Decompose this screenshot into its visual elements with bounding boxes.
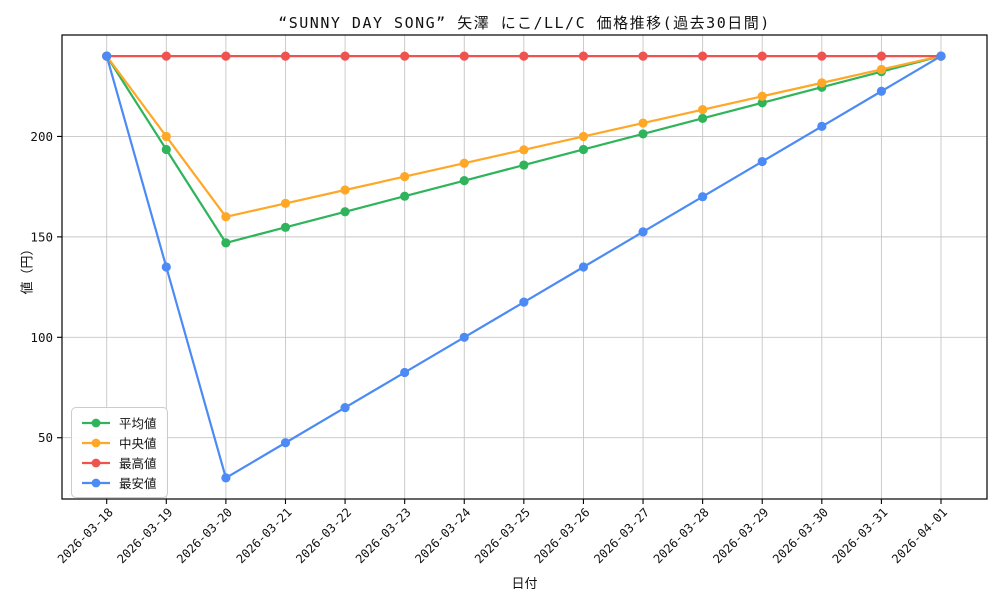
x-tick-label: 2026-03-23 xyxy=(353,505,414,566)
series-marker xyxy=(280,51,291,61)
series-marker xyxy=(578,262,589,272)
y-tick-label: 150 xyxy=(30,229,53,244)
legend: 平均値 中央値 最高値 最安値 xyxy=(71,407,168,498)
series-marker xyxy=(757,91,767,101)
series-marker xyxy=(459,51,469,61)
series-marker xyxy=(221,212,231,222)
series-marker xyxy=(519,160,529,170)
x-tick-label: 2026-03-30 xyxy=(770,505,831,566)
chart-title: “SUNNY DAY SONG” 矢澤 にこ/LL/C 価格推移(過去30日間) xyxy=(278,14,771,32)
series-marker xyxy=(578,144,589,155)
x-tick-label: 2026-03-18 xyxy=(55,505,116,566)
legend-item: 最安値 xyxy=(80,474,157,491)
x-tick-label: 2026-03-24 xyxy=(412,505,473,566)
series-marker xyxy=(757,98,767,108)
series-marker xyxy=(459,332,469,342)
series-marker xyxy=(400,51,410,61)
series-marker xyxy=(698,113,708,123)
series-marker xyxy=(340,185,350,195)
series-marker xyxy=(221,473,231,483)
series-marker xyxy=(638,129,648,139)
y-tick-label: 100 xyxy=(30,330,53,345)
series-marker xyxy=(161,131,171,142)
x-tick-label: 2026-03-27 xyxy=(591,505,652,566)
x-tick-label: 2026-03-19 xyxy=(114,505,175,566)
x-tick-label: 2026-03-21 xyxy=(234,505,295,566)
series-marker xyxy=(280,198,291,208)
series-marker xyxy=(340,403,350,413)
x-tick-label: 2026-03-29 xyxy=(710,505,771,566)
series-marker xyxy=(221,51,231,61)
series-marker xyxy=(578,51,589,61)
series-marker xyxy=(519,145,529,155)
series-marker xyxy=(161,144,171,155)
x-tick-label: 2026-03-25 xyxy=(472,505,533,566)
x-tick-label: 2026-03-28 xyxy=(651,505,712,566)
x-tick-label: 2026-03-31 xyxy=(830,505,891,566)
series-marker xyxy=(400,191,410,201)
legend-line-marker-icon xyxy=(82,438,110,447)
x-tick-label: 2026-03-20 xyxy=(174,505,235,566)
legend-label: 中央値 xyxy=(119,436,157,451)
y-tick-label: 50 xyxy=(38,430,53,445)
series-marker xyxy=(519,297,529,307)
series-marker xyxy=(161,51,171,61)
series-marker xyxy=(280,438,291,448)
legend-line-marker-icon xyxy=(82,458,110,467)
series-marker xyxy=(400,172,410,182)
series-marker xyxy=(578,131,589,142)
series-marker xyxy=(817,78,827,88)
series-marker xyxy=(280,222,291,232)
series-marker xyxy=(400,367,410,378)
series-marker xyxy=(757,51,767,61)
series-marker xyxy=(221,238,231,248)
series-marker xyxy=(876,64,887,75)
series-marker xyxy=(698,192,708,202)
plot-frame xyxy=(61,34,988,500)
series-marker xyxy=(102,51,112,61)
series-marker xyxy=(459,176,469,186)
y-axis-label: 値（円） xyxy=(20,242,36,295)
series-marker xyxy=(519,51,529,61)
x-axis-label: 日付 xyxy=(511,577,538,592)
series-marker xyxy=(638,227,648,237)
legend-item: 平均値 xyxy=(80,414,157,431)
legend-label: 最安値 xyxy=(119,476,157,491)
legend-item: 最高値 xyxy=(80,454,157,471)
series-marker xyxy=(638,51,648,61)
series-marker xyxy=(876,51,887,61)
x-tick-label: 2026-03-26 xyxy=(532,505,593,566)
legend-label: 平均値 xyxy=(119,416,157,431)
series-marker xyxy=(698,105,708,115)
legend-line-marker-icon xyxy=(82,478,110,487)
series-marker xyxy=(340,207,350,217)
series-marker xyxy=(459,158,469,168)
series-marker xyxy=(936,51,946,61)
y-tick-label: 200 xyxy=(30,129,53,144)
series-marker xyxy=(817,51,827,61)
series-marker xyxy=(876,86,887,96)
series-marker xyxy=(638,118,648,128)
series-marker xyxy=(340,51,350,61)
series-marker xyxy=(817,121,827,131)
x-tick-label: 2026-03-22 xyxy=(293,505,354,566)
legend-item: 中央値 xyxy=(80,434,157,451)
x-tick-label: 2026-04-01 xyxy=(889,505,950,566)
series-marker xyxy=(161,262,171,272)
legend-label: 最高値 xyxy=(119,456,157,471)
legend-line-marker-icon xyxy=(82,418,110,427)
series-marker xyxy=(698,51,708,61)
series-marker xyxy=(757,156,767,167)
